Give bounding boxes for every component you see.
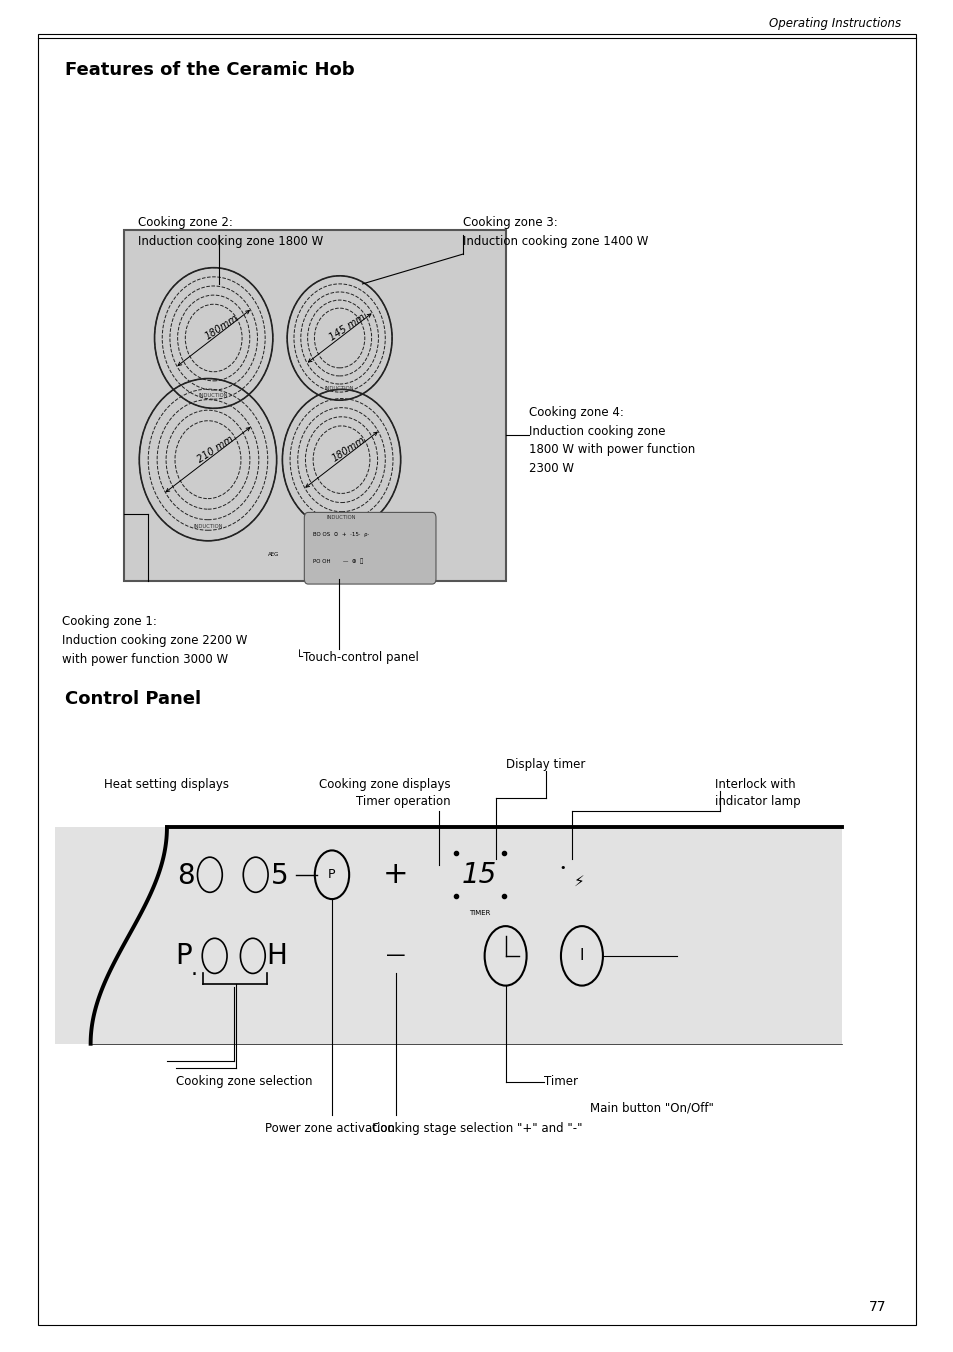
Text: INDUCTION: INDUCTION xyxy=(327,515,355,519)
Text: Main button "On/Off": Main button "On/Off" xyxy=(589,1102,713,1115)
Text: INDUCTION: INDUCTION xyxy=(325,387,354,392)
Text: 145 mm: 145 mm xyxy=(327,312,367,342)
Text: INDUCTION: INDUCTION xyxy=(199,393,228,397)
Text: Features of the Ceramic Hob: Features of the Ceramic Hob xyxy=(65,61,355,78)
Text: BO OS  ⊙  +  ·15·  ρ·: BO OS ⊙ + ·15· ρ· xyxy=(313,533,369,537)
Text: Cooking zone 1:: Cooking zone 1: xyxy=(62,615,156,629)
Text: 180mm: 180mm xyxy=(203,312,239,342)
Text: 77: 77 xyxy=(868,1301,885,1314)
Text: Display timer: Display timer xyxy=(505,757,585,771)
FancyBboxPatch shape xyxy=(304,512,436,584)
Text: indicator lamp: indicator lamp xyxy=(715,795,801,808)
Text: 210 mm: 210 mm xyxy=(195,434,235,464)
Text: —: — xyxy=(386,946,405,965)
Text: Cooking zone 4:: Cooking zone 4: xyxy=(529,406,623,419)
Bar xyxy=(124,230,505,581)
Text: 8: 8 xyxy=(177,863,194,890)
Text: TIMER: TIMER xyxy=(469,910,490,915)
Text: Induction cooking zone 1400 W: Induction cooking zone 1400 W xyxy=(462,235,647,249)
Text: P: P xyxy=(328,868,335,882)
Text: Induction cooking zone 2200 W: Induction cooking zone 2200 W xyxy=(62,634,247,648)
Text: ⚡: ⚡ xyxy=(573,873,584,890)
Text: H: H xyxy=(266,942,287,969)
Text: PO OH       —  ⊕  Ⓘ: PO OH — ⊕ Ⓘ xyxy=(313,558,363,564)
Text: Timer operation: Timer operation xyxy=(355,795,450,808)
Text: Cooking zone 2:: Cooking zone 2: xyxy=(138,216,233,230)
Text: Cooking zone displays: Cooking zone displays xyxy=(318,777,450,791)
Text: Heat setting displays: Heat setting displays xyxy=(104,777,230,791)
Text: with power function 3000 W: with power function 3000 W xyxy=(62,653,228,667)
Text: I: I xyxy=(579,948,583,964)
Text: 180mm: 180mm xyxy=(331,434,367,464)
Text: Power zone activation: Power zone activation xyxy=(265,1122,395,1136)
Text: Induction cooking zone: Induction cooking zone xyxy=(529,425,665,438)
Text: 5: 5 xyxy=(271,863,288,890)
Text: .: . xyxy=(190,960,197,979)
Text: +: + xyxy=(383,860,408,890)
Text: INDUCTION: INDUCTION xyxy=(193,523,222,529)
Text: P: P xyxy=(174,942,192,969)
Text: Interlock with: Interlock with xyxy=(715,777,796,791)
Text: AEG: AEG xyxy=(268,552,279,557)
Bar xyxy=(55,827,841,1044)
Text: 15: 15 xyxy=(461,861,496,888)
Text: Cooking zone selection: Cooking zone selection xyxy=(176,1075,313,1088)
Text: Cooking stage selection "+" and "-": Cooking stage selection "+" and "-" xyxy=(372,1122,582,1136)
Text: 1800 W with power function: 1800 W with power function xyxy=(529,443,695,457)
Text: Timer: Timer xyxy=(543,1075,578,1088)
Text: └Touch-control panel: └Touch-control panel xyxy=(295,649,418,664)
Text: Control Panel: Control Panel xyxy=(65,690,201,707)
Text: 2300 W: 2300 W xyxy=(529,462,574,476)
Text: Operating Instructions: Operating Instructions xyxy=(769,16,901,30)
Text: •: • xyxy=(559,863,565,873)
Text: Induction cooking zone 1800 W: Induction cooking zone 1800 W xyxy=(138,235,323,249)
Text: Cooking zone 3:: Cooking zone 3: xyxy=(462,216,557,230)
